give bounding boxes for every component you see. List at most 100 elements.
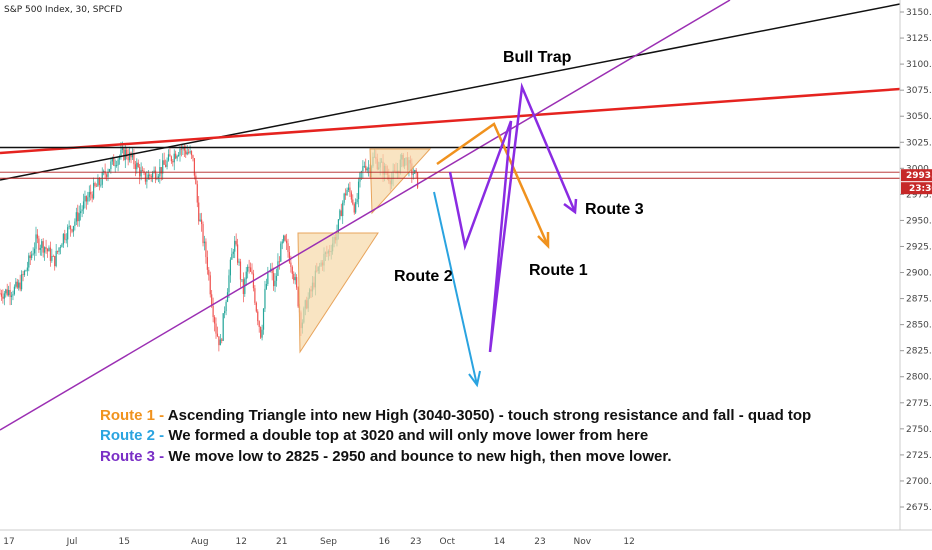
candle-body	[293, 273, 295, 281]
annotation-bull-trap: Bull Trap	[503, 49, 572, 66]
candle-body	[294, 277, 296, 281]
candle-body	[355, 202, 357, 213]
candle-body	[19, 282, 21, 290]
candle-body	[288, 252, 291, 263]
candle-body	[206, 257, 208, 270]
candle-body	[175, 153, 177, 159]
candle-body	[110, 161, 112, 170]
candle-body	[417, 172, 419, 188]
candle-body	[183, 146, 185, 151]
candle-body	[249, 267, 252, 272]
y-tick-label: 3100.0	[906, 60, 932, 70]
candle-body	[239, 261, 242, 280]
candle-body	[55, 251, 57, 267]
candle-body	[219, 339, 221, 346]
candle-body	[216, 333, 219, 337]
y-tick-label: 3125.0	[906, 34, 932, 44]
candle-body	[340, 210, 342, 217]
candle-body	[126, 149, 128, 157]
candle-body	[285, 240, 288, 244]
route-3-arrowhead	[563, 198, 578, 215]
candle-body	[363, 165, 365, 167]
candle-body	[33, 248, 36, 254]
candle-body	[208, 269, 210, 276]
candle-body	[140, 170, 142, 177]
y-tick-label: 3150.0	[906, 8, 932, 18]
candle-body	[104, 171, 106, 175]
candle-body	[167, 154, 170, 161]
y-tick-label: 3050.0	[906, 112, 932, 122]
annotation-route-3: Route 3	[585, 201, 644, 218]
candle-body	[362, 166, 364, 172]
candle-body	[87, 197, 89, 202]
candle-body	[281, 241, 283, 244]
route-2-path	[433, 191, 478, 386]
candle-body	[0, 293, 1, 295]
candle-body	[198, 202, 200, 222]
candle-body	[235, 240, 237, 245]
legend-route-3: Route 3 - We move low to 2825 - 2950 and…	[100, 448, 672, 465]
y-tick-label: 2950.0	[906, 216, 932, 226]
candle-body	[136, 162, 138, 170]
candle-body	[58, 247, 60, 252]
candle-body	[48, 247, 50, 252]
candle-body	[64, 233, 66, 240]
candle-body	[6, 289, 8, 296]
candle-body	[68, 225, 70, 228]
legend-route-1-prefix: Route 1 -	[100, 407, 164, 424]
candle-body	[147, 174, 149, 180]
candle-body	[154, 170, 157, 180]
candle-body	[146, 179, 148, 182]
candle-body	[18, 282, 20, 288]
candle-body	[157, 176, 159, 179]
candle-body	[69, 225, 72, 230]
red-trendline	[0, 87, 901, 155]
ascending-triangle-2	[369, 148, 432, 215]
candle-body	[137, 162, 139, 168]
candle-body	[2, 296, 4, 299]
route-1-arrowhead	[537, 232, 550, 250]
candle-body	[12, 294, 14, 296]
candle-body	[80, 211, 82, 214]
candle-body	[10, 295, 13, 298]
candle-body	[74, 221, 76, 226]
candle-body	[98, 178, 100, 185]
candle-body	[176, 156, 178, 159]
candle-body	[199, 219, 201, 222]
candle-body	[78, 213, 80, 222]
candle-body	[347, 187, 350, 190]
x-tick-label: Aug	[191, 537, 209, 547]
y-tick-label: 2850.0	[906, 321, 932, 331]
x-tick-label: 12	[235, 537, 246, 547]
x-tick-label: Nov	[574, 537, 592, 547]
candle-body	[278, 261, 280, 263]
candle-body	[238, 261, 240, 263]
candle-body	[71, 229, 73, 232]
candle-body	[255, 302, 257, 312]
candle-body	[205, 241, 207, 258]
candle-body	[61, 244, 63, 248]
candle-body	[97, 178, 99, 187]
candle-body	[38, 238, 40, 250]
candle-body	[152, 172, 154, 178]
candle-body	[192, 155, 194, 159]
candle-body	[261, 329, 263, 338]
candle-body	[258, 321, 260, 327]
candle-body	[57, 251, 59, 252]
x-tick-label: 23	[534, 537, 545, 547]
y-axis[interactable]: 3150.03125.03100.03075.03050.03025.03000…	[900, 8, 932, 513]
candle-body	[105, 174, 108, 177]
candle-body	[0, 293, 3, 297]
x-axis[interactable]: 17 Jul 15 Aug 12 21 Sep 16 23 Oct 14 23 Nov 12	[3, 537, 635, 547]
candle-body	[3, 293, 5, 299]
candle-body	[42, 241, 44, 253]
ascending-triangle-1	[297, 232, 379, 354]
candle-body	[111, 157, 113, 162]
candle-body	[186, 152, 188, 155]
candle-body	[343, 193, 345, 203]
x-tick-label: 21	[276, 537, 287, 547]
candle-body	[280, 243, 282, 262]
candle-body	[72, 225, 75, 232]
candle-body	[196, 184, 198, 203]
